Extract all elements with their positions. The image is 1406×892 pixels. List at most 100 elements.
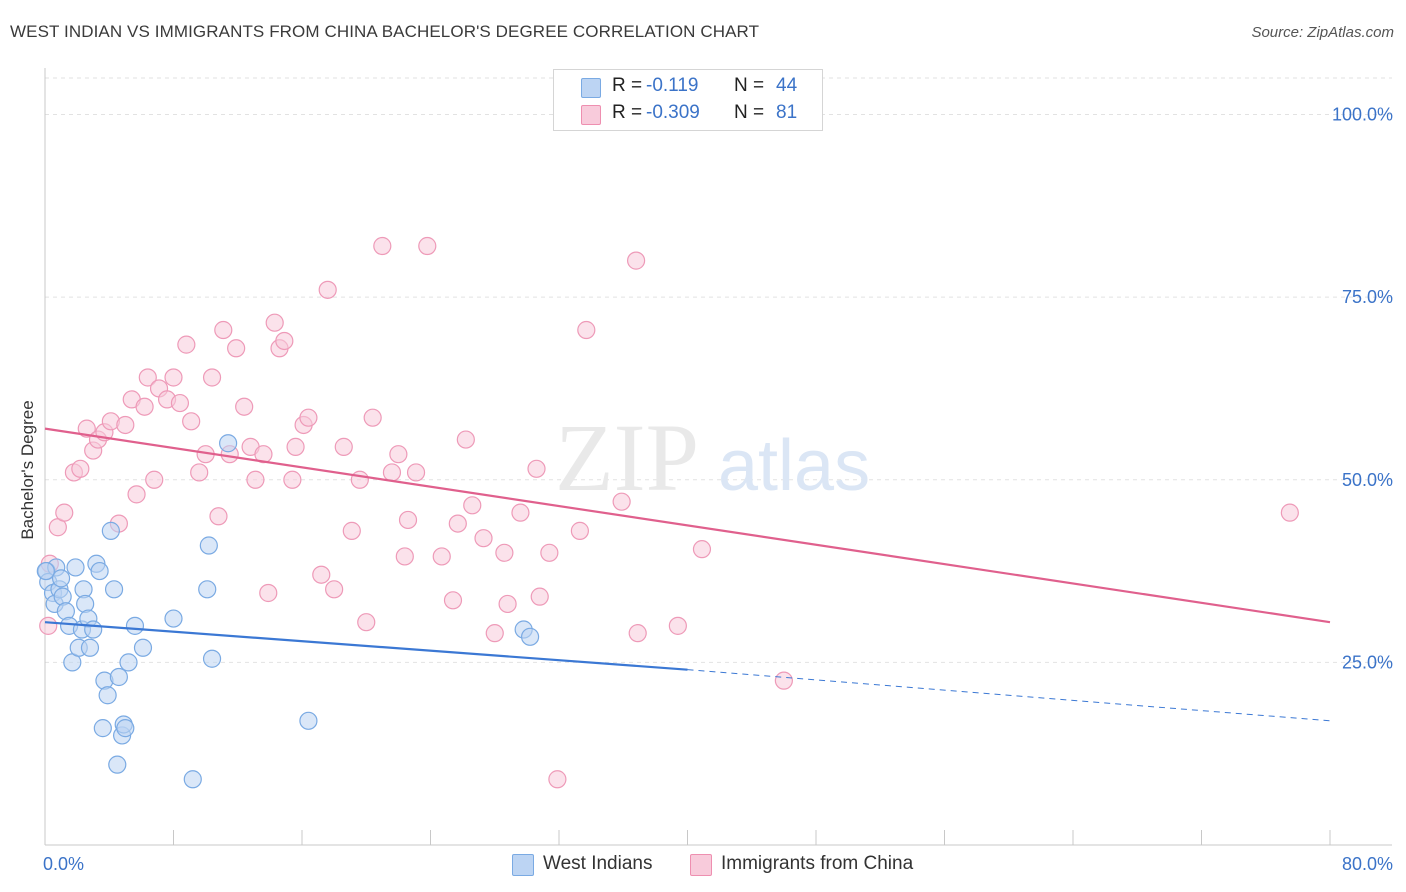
data-point xyxy=(164,609,183,628)
data-point xyxy=(283,470,302,489)
data-point xyxy=(456,430,475,449)
n-label: N = xyxy=(734,75,765,96)
y-tick-labels: 25.0% 50.0% 75.0% 100.0% xyxy=(1332,105,1393,673)
data-point xyxy=(299,408,318,427)
data-point xyxy=(177,335,196,354)
n-value: 81 xyxy=(776,102,798,123)
n-label: N = xyxy=(734,102,765,123)
stats-row-west-indians: R = -0.119 N = 44 xyxy=(554,74,822,102)
data-point xyxy=(202,649,222,668)
data-point xyxy=(334,437,353,456)
data-point xyxy=(183,770,202,789)
data-point xyxy=(626,251,646,270)
n-value: 44 xyxy=(776,75,798,96)
data-point xyxy=(214,320,233,340)
trend-line-west-indians xyxy=(44,621,688,671)
legend-swatch-pink xyxy=(690,854,712,876)
y-tick-label: 50.0% xyxy=(1342,470,1393,490)
data-point xyxy=(235,397,254,416)
axes xyxy=(44,68,1392,846)
stats-row-china: R = -0.309 N = 81 xyxy=(554,101,822,129)
data-point xyxy=(133,638,153,657)
data-point xyxy=(116,719,135,738)
data-point xyxy=(125,616,145,635)
data-point xyxy=(628,624,647,643)
data-point xyxy=(498,594,517,614)
data-point xyxy=(448,514,467,533)
chart-title: WEST INDIAN VS IMMIGRANTS FROM CHINA BAC… xyxy=(10,22,760,41)
trend-lines xyxy=(44,427,1331,722)
data-point xyxy=(66,558,85,577)
data-point xyxy=(202,368,222,387)
data-point xyxy=(36,561,55,581)
data-point xyxy=(382,463,402,482)
y-tick-label: 25.0% xyxy=(1342,652,1393,672)
data-point xyxy=(325,580,344,599)
stats-swatch-pink xyxy=(581,105,601,125)
data-point xyxy=(418,236,437,256)
data-point xyxy=(98,686,117,705)
chart-legend: West Indians Immigrants from China xyxy=(0,850,1406,878)
y-tick-label: 75.0% xyxy=(1342,287,1393,307)
data-point xyxy=(463,496,482,515)
data-point xyxy=(577,320,596,340)
watermark: ZIP atlas xyxy=(555,404,870,511)
data-point xyxy=(530,587,549,606)
data-point xyxy=(51,569,71,588)
data-point xyxy=(548,770,567,789)
data-point xyxy=(668,616,687,635)
data-point xyxy=(495,543,514,562)
y-tick-label: 100.0% xyxy=(1332,105,1393,125)
data-point xyxy=(692,540,712,559)
data-point xyxy=(373,236,392,256)
data-point xyxy=(275,331,294,351)
data-point xyxy=(101,521,120,540)
data-point xyxy=(432,547,451,566)
data-point xyxy=(485,624,504,643)
data-point xyxy=(55,503,74,522)
data-point xyxy=(164,368,183,387)
data-point xyxy=(398,510,418,530)
data-point xyxy=(90,561,109,581)
data-point xyxy=(104,580,124,599)
data-point xyxy=(109,667,128,687)
data-point xyxy=(612,492,631,511)
data-point xyxy=(80,638,100,657)
data-point xyxy=(170,393,190,413)
source-label: Source: ZipAtlas.com xyxy=(1251,24,1394,41)
trend-extension-west-indians xyxy=(687,669,1331,722)
r-value: -0.119 xyxy=(646,75,699,96)
x-tick-label-max: 80.0% xyxy=(1342,854,1393,874)
data-point xyxy=(39,616,58,635)
data-point xyxy=(259,583,278,603)
data-point xyxy=(443,591,463,610)
data-point xyxy=(119,653,138,672)
data-point xyxy=(363,408,382,427)
data-point xyxy=(254,445,273,464)
correlation-stats-box: R = -0.119 N = 44 R = -0.309 N = 81 xyxy=(553,69,823,131)
data-points xyxy=(36,236,1299,789)
series-immigrants-from-china xyxy=(39,236,1299,789)
data-point xyxy=(138,368,157,387)
legend-label: West Indians xyxy=(543,853,653,874)
stats-swatch-blue xyxy=(581,78,601,98)
data-point xyxy=(199,536,218,555)
data-point xyxy=(219,434,238,453)
legend-swatch-blue xyxy=(512,854,534,876)
data-point xyxy=(318,280,337,299)
data-point xyxy=(227,339,246,358)
data-point xyxy=(406,463,426,482)
series-west-indians xyxy=(36,434,540,789)
x-tick-label-min: 0.0% xyxy=(43,854,84,874)
data-point xyxy=(357,613,376,632)
data-point xyxy=(190,463,209,482)
data-point xyxy=(265,313,284,332)
data-point xyxy=(108,755,127,774)
data-point xyxy=(145,470,164,489)
legend-label: Immigrants from China xyxy=(721,853,914,874)
gridlines xyxy=(45,77,1392,663)
trend-line-immigrants-from-china xyxy=(44,427,1331,624)
data-point xyxy=(342,521,361,540)
data-point xyxy=(520,627,540,646)
